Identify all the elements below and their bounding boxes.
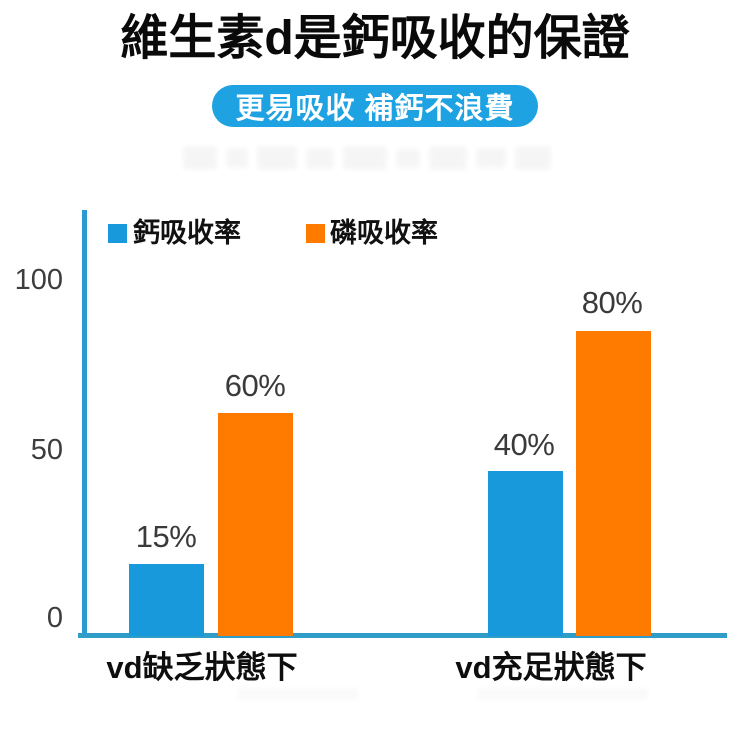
y-tick-100: 100 — [14, 264, 63, 296]
value-label: 80% — [581, 285, 643, 320]
watermark-blob — [257, 146, 297, 170]
page-title: 維生素d是鈣吸收的保證 — [120, 12, 630, 65]
category-label-vd-deficient: vd缺乏狀態下 — [106, 650, 298, 685]
y-tick-50: 50 — [30, 434, 63, 466]
watermark-blob — [515, 146, 551, 170]
watermark-blob — [476, 148, 506, 168]
watermark-blob — [183, 146, 217, 170]
value-label: 15% — [135, 519, 197, 554]
legend-label-phosphorus: 磷吸收率 — [330, 218, 438, 248]
watermark-smudge — [238, 688, 358, 700]
watermark-smudge — [183, 142, 575, 174]
legend-label-calcium: 鈣吸收率 — [133, 218, 241, 248]
watermark-blob — [343, 146, 387, 170]
y-tick-0: 0 — [46, 602, 63, 634]
subtitle-badge: 更易吸收 補鈣不浪費 — [212, 85, 538, 127]
legend-swatch-calcium — [108, 224, 127, 243]
bar-calcium-vd-deficient — [129, 564, 204, 636]
watermark-blob — [226, 148, 248, 168]
bar-calcium-vd-sufficient — [488, 471, 563, 636]
watermark-smudge — [478, 688, 648, 700]
y-axis-line — [82, 210, 87, 638]
x-axis-line — [78, 633, 727, 638]
value-label: 60% — [224, 368, 286, 403]
watermark-blob — [306, 147, 334, 169]
bar-phosphorus-vd-sufficient — [576, 331, 651, 636]
legend-swatch-phosphorus — [306, 224, 325, 243]
bar-phosphorus-vd-deficient — [218, 413, 293, 636]
value-label: 40% — [493, 427, 555, 462]
subtitle-badge-label: 更易吸收 補鈣不浪費 — [235, 93, 515, 125]
watermark-blob — [429, 146, 467, 170]
watermark-blob — [396, 148, 420, 168]
category-label-vd-sufficient: vd充足狀態下 — [455, 650, 647, 685]
